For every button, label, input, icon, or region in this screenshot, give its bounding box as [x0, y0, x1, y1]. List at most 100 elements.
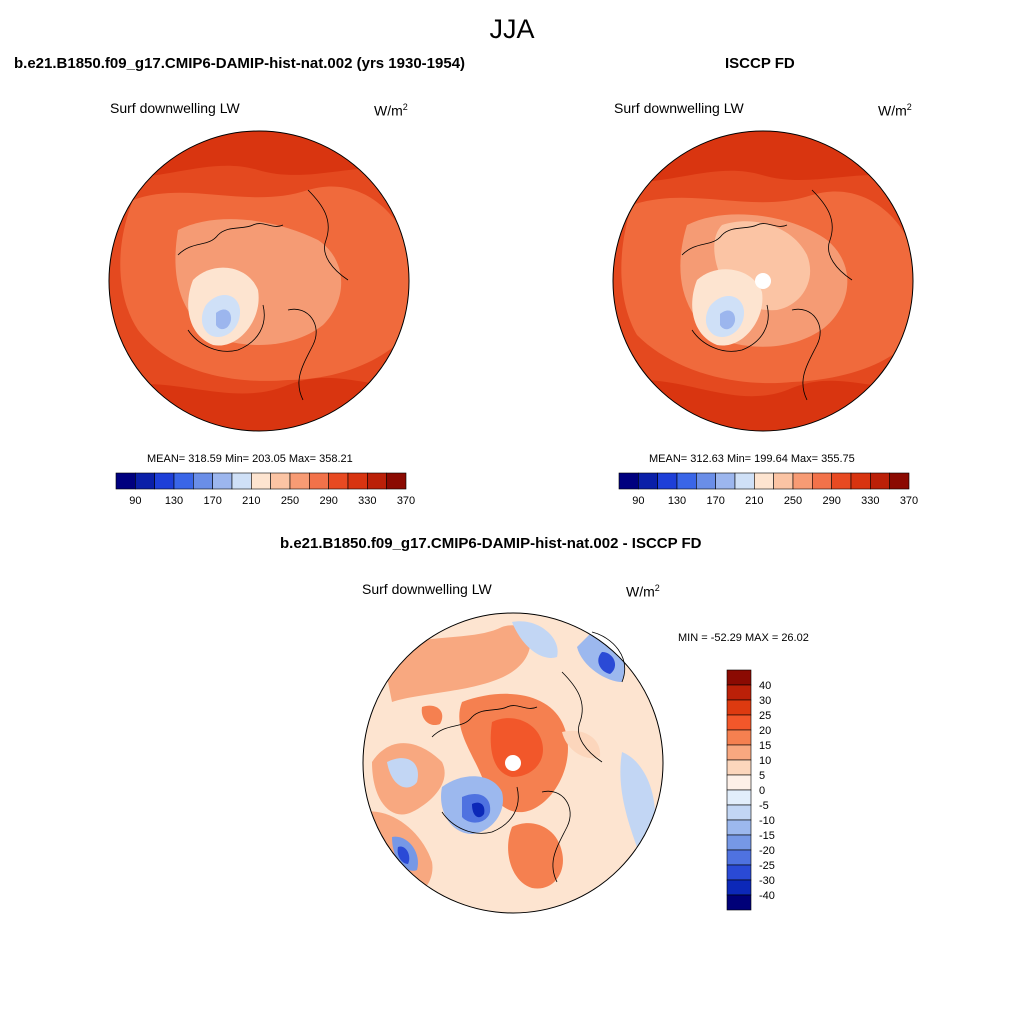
panel1-colorbar-swatch [135, 472, 155, 490]
panel3-colorbar-tick-label: -10 [759, 815, 775, 827]
panel3-colorbar-swatch [726, 804, 752, 821]
panel2-stats: MEAN= 312.63 Min= 199.64 Max= 355.75 [649, 453, 855, 465]
panel2-colorbar-tick-label: 330 [861, 495, 879, 507]
panel3-map-boundary [362, 612, 664, 914]
panel3-colorbar-tick-label: 5 [759, 770, 765, 782]
panel2-colorbar-swatch [773, 472, 794, 490]
panel2-map-boundary [612, 130, 914, 432]
panel1-colorbar: 90 130 170 210 250 290 330 370 [115, 472, 415, 507]
panel3-colorbar-swatch [726, 729, 752, 746]
panel1-colorbar-tick-label: 250 [281, 495, 299, 507]
panel2-colorbar-tick-label: 250 [784, 495, 802, 507]
panel3-colorbar-swatch [726, 834, 752, 851]
figure-suptitle: JJA [489, 14, 535, 44]
panel2-colorbar-tick-label: 90 [632, 495, 644, 507]
panel3-colorbar-tick-label: 0 [759, 785, 765, 797]
panel2-colorbar-swatch [657, 472, 678, 490]
panel3-colorbar-swatch [726, 894, 752, 911]
panel2-colorbar-tick-label: 290 [822, 495, 840, 507]
panel1-colorbar-tick-label: 170 [203, 495, 221, 507]
panel2-coastlines [681, 189, 853, 401]
panel1-colorbar-swatch [309, 472, 329, 490]
panel1-variable-label: Surf downwelling LW [110, 100, 240, 116]
panel3-colorbar-tick-label: -25 [759, 860, 775, 872]
panel3-colorbar-tick-label: 20 [759, 725, 771, 737]
panel2-colorbar-swatch [715, 472, 736, 490]
panel2-colorbar-swatch [870, 472, 890, 490]
panel1-colorbar-swatch [231, 472, 252, 490]
panel2-colorbar-tick-label: 210 [745, 495, 763, 507]
panel1-colorbar-tick-label: 330 [358, 495, 376, 507]
panel2-colorbar: 90 130 170 210 250 290 330 370 [618, 472, 918, 507]
panel3-title: b.e21.B1850.f09_g17.CMIP6-DAMIP-hist-nat… [280, 535, 702, 552]
panel3-colorbar-tick-label: -5 [759, 800, 769, 812]
panel2-colorbar-swatch [792, 472, 813, 490]
panel2-polar-map [612, 130, 914, 432]
panel1-colorbar-tick-label: 370 [397, 495, 415, 507]
panel1-colorbar-swatch [347, 472, 368, 490]
panel2-colorbar-swatch [754, 472, 774, 490]
panel3-colorbar: 40 30 25 20 15 10 5 0 -5 -10 -15 -20 -25 -30 -40 [726, 669, 775, 911]
panel1-stats: MEAN= 318.59 Min= 203.05 Max= 358.21 [147, 453, 353, 465]
panel1-units: W/m2 [374, 102, 408, 119]
panel3-colorbar-swatch [726, 849, 752, 866]
panel3-colorbar-swatch [726, 774, 752, 791]
panel2-colorbar-swatch [831, 472, 852, 490]
panel2-colorbar-swatch [812, 472, 832, 490]
panel1-colorbar-swatch [115, 472, 136, 490]
panel3-colorbar-tick-label: 40 [759, 680, 771, 692]
panel1-colorbar-tick-label: 290 [319, 495, 337, 507]
panel3-colorbar-tick-label: 15 [759, 740, 771, 752]
panel2-colorbar-swatch [676, 472, 697, 490]
panel3-colorbar-swatch [726, 669, 752, 686]
panel3-colorbar-tick-label: 30 [759, 695, 771, 707]
panel2-colorbar-swatch [638, 472, 658, 490]
panel3-colorbar-swatch [726, 879, 752, 896]
panel2-colorbar-swatch [889, 472, 910, 490]
panel3-colorbar-tick-label: 25 [759, 710, 771, 722]
panel3-coastlines [431, 631, 625, 883]
panel3-colorbar-swatch [726, 759, 752, 776]
panel2-pole-missing [755, 273, 771, 289]
panel1-colorbar-swatch [193, 472, 213, 490]
panel1-colorbar-swatch [270, 472, 291, 490]
panel2-colorbar-tick-label: 130 [668, 495, 686, 507]
panel1-colorbar-swatch [367, 472, 387, 490]
panel3-colorbar-tick-label: 10 [759, 755, 771, 767]
panel1-colorbar-tick-label: 130 [165, 495, 183, 507]
panel1-colorbar-swatch [386, 472, 407, 490]
panel2-variable-label: Surf downwelling LW [614, 100, 744, 116]
panel3-colorbar-tick-label: -20 [759, 845, 775, 857]
panel3-colorbar-tick-label: -30 [759, 875, 775, 887]
panel3-colorbar-swatch [726, 744, 752, 761]
panel3-polar-map [362, 612, 664, 914]
panel1-colorbar-swatch [251, 472, 271, 490]
panel3-colorbar-tick-label: -40 [759, 890, 775, 902]
panel1-coastlines [177, 189, 349, 401]
panel1-colorbar-swatch [212, 472, 233, 490]
panel3-colorbar-swatch [726, 819, 752, 836]
panel1-map-boundary [108, 130, 410, 432]
panel1-colorbar-tick-label: 210 [242, 495, 260, 507]
panel3-pole-missing [505, 755, 521, 771]
panel1-colorbar-swatch [154, 472, 175, 490]
panel3-colorbar-swatch [726, 864, 752, 881]
panel2-colorbar-swatch [734, 472, 755, 490]
panel3-colorbar-swatch [726, 684, 752, 701]
panel2-colorbar-tick-label: 370 [900, 495, 918, 507]
panel3-colorbar-swatch [726, 699, 752, 716]
panel1-colorbar-tick-label: 90 [129, 495, 141, 507]
panel2-colorbar-swatch [618, 472, 639, 490]
panel1-colorbar-swatch [173, 472, 194, 490]
panel3-stats: MIN = -52.29 MAX = 26.02 [678, 632, 809, 644]
panel1-colorbar-swatch [289, 472, 310, 490]
panel3-colorbar-swatch [726, 789, 752, 806]
panel3-units: W/m2 [626, 583, 660, 600]
panel3-colorbar-tick-label: -15 [759, 830, 775, 842]
panel2-colorbar-swatch [850, 472, 871, 490]
panel2-colorbar-swatch [696, 472, 716, 490]
panel1-colorbar-swatch [328, 472, 349, 490]
panel2-colorbar-tick-label: 170 [706, 495, 724, 507]
panel1-polar-map [108, 130, 410, 432]
panel3-variable-label: Surf downwelling LW [362, 581, 492, 597]
